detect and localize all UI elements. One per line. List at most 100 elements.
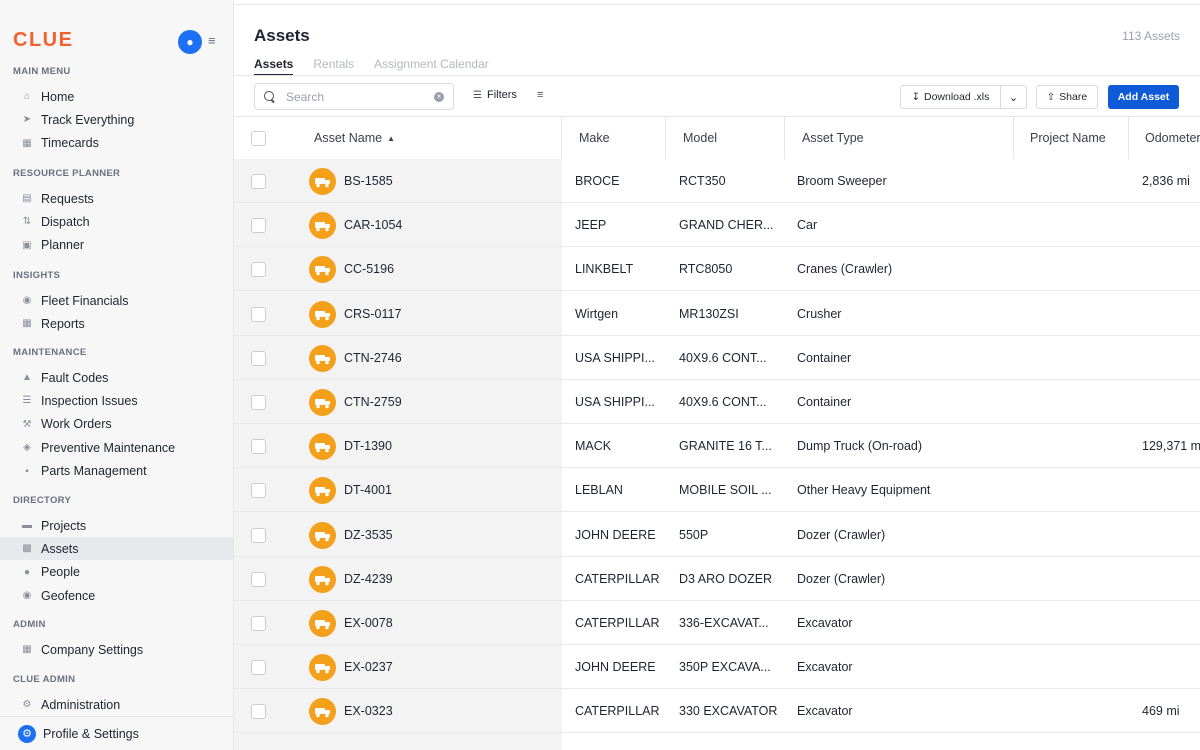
table-row[interactable]: DZ-4239 CATERPILLAR D3 ARO DOZER Dozer (Cra… xyxy=(234,557,1200,601)
sidebar-item-label: People xyxy=(41,565,80,580)
sidebar-item-planner[interactable]: ▣ Planner xyxy=(0,234,233,257)
table-row[interactable]: DT-4001 LEBLAN MOBILE SOIL ... Other Heavy … xyxy=(234,468,1200,513)
clear-search-icon[interactable]: × xyxy=(434,92,444,102)
collapse-sidebar-icon[interactable]: ≡ xyxy=(208,33,216,48)
row-checkbox[interactable] xyxy=(251,483,266,499)
odometer-cell: 469 mi xyxy=(1142,704,1180,719)
download-xls-button[interactable]: ↧ Download .xls xyxy=(900,85,1001,109)
sidebar-item-track-everything[interactable]: ➤ Track Everything xyxy=(0,108,233,131)
row-checkbox[interactable] xyxy=(251,262,266,278)
sidebar-item-timecards[interactable]: ▦ Timecards xyxy=(0,132,233,155)
asset-name-link[interactable]: BS-1585 xyxy=(344,174,393,188)
tab-assets[interactable]: Assets xyxy=(254,57,294,76)
table-row[interactable]: CRS-0117 Wirtgen MR130ZSI Crusher xyxy=(234,292,1200,336)
asset-name-link[interactable]: EX-0323 xyxy=(344,704,393,719)
column-header-make[interactable]: Make xyxy=(567,117,666,159)
row-checkbox[interactable] xyxy=(251,527,266,543)
asset-name-link[interactable]: EX-0078 xyxy=(344,616,393,630)
excavator-icon xyxy=(309,654,336,682)
container-icon xyxy=(309,344,336,372)
table-row[interactable]: EX-0078 CATERPILLAR 336-EXCAVAT... Excavato… xyxy=(234,601,1200,645)
row-checkbox[interactable] xyxy=(251,306,266,322)
row-checkbox[interactable] xyxy=(251,174,266,189)
asset-name-link[interactable]: CAR-1054 xyxy=(344,218,403,233)
row-checkbox[interactable] xyxy=(251,571,266,587)
table-row[interactable]: CAR-1054 JEEP GRAND CHER... Car xyxy=(234,203,1200,248)
row-checkbox[interactable] xyxy=(251,439,266,455)
asset-name-link[interactable]: CC-5196 xyxy=(344,262,395,277)
asset-name-link[interactable]: DT-4001 xyxy=(344,483,392,498)
sidebar-item-assets[interactable]: ▩ Assets xyxy=(0,537,233,561)
sidebar-item-requests[interactable]: ▤ Requests xyxy=(0,187,233,210)
sidebar-item-reports[interactable]: ▦ Reports xyxy=(0,312,233,335)
asset-name-link[interactable]: EX-0237 xyxy=(344,660,393,675)
sidebar-item-geofence[interactable]: ◉ Geofence xyxy=(0,584,233,607)
sidebar-item-home[interactable]: ⌂ Home xyxy=(0,85,233,108)
asset-type-cell: Crusher xyxy=(797,306,842,321)
table-row[interactable]: EX-0237 JOHN DEERE 350P EXCAVA... Excavator xyxy=(234,645,1200,690)
row-checkbox[interactable] xyxy=(251,704,266,720)
table-row[interactable]: CTN-2746 USA SHIPPI... 40X9.6 CONT... Conta… xyxy=(234,336,1200,380)
make-cell: JOHN DEERE xyxy=(575,660,656,675)
model-cell: 40X9.6 CONT... xyxy=(679,350,767,365)
download-options-button[interactable]: ⌄ xyxy=(1000,85,1027,109)
column-header-model[interactable]: Model xyxy=(671,117,785,159)
asset-name-link[interactable]: DZ-4239 xyxy=(344,571,393,586)
table-header: Asset Name ▲ Make Model Asset Type Proje… xyxy=(234,117,1200,159)
odometer-cell: 2,836 mi xyxy=(1142,174,1190,188)
sidebar-item-fault-codes[interactable]: ▲ Fault Codes xyxy=(0,366,233,389)
sidebar-item-inspection-issues[interactable]: ☰ Inspection Issues xyxy=(0,389,233,412)
sidebar-item-dispatch[interactable]: ⇅ Dispatch xyxy=(0,210,233,233)
share-button[interactable]: ⇧ Share xyxy=(1036,85,1098,109)
row-checkbox[interactable] xyxy=(251,395,266,410)
table-top-border xyxy=(234,116,1200,117)
timecard-icon: ▦ xyxy=(22,137,32,149)
column-header-asset-name[interactable]: Asset Name ▲ xyxy=(302,117,562,159)
asset-name-link[interactable]: CRS-0117 xyxy=(344,306,402,321)
sidebar-section-label: RESOURCE PLANNER xyxy=(13,168,121,179)
sidebar-item-label: Home xyxy=(41,89,75,104)
sidebar-item-preventive-maintenance[interactable]: ◈ Preventive Maintenance xyxy=(0,436,233,459)
sweeper-icon xyxy=(309,168,336,195)
column-header-odometer[interactable]: Odometer xyxy=(1133,117,1200,159)
column-header-asset-type[interactable]: Asset Type xyxy=(790,117,1014,159)
sidebar-item-fleet-financials[interactable]: ◉ Fleet Financials xyxy=(0,289,233,312)
table-row[interactable]: EX-0323 CATERPILLAR 330 EXCAVATOR Excavator… xyxy=(234,689,1200,734)
sidebar-item-company-settings[interactable]: ▦ Company Settings xyxy=(0,638,233,661)
column-header-project-name[interactable]: Project Name xyxy=(1018,117,1129,159)
row-checkbox[interactable] xyxy=(251,660,266,676)
sidebar-item-people[interactable]: ● People xyxy=(0,561,233,584)
asset-type-cell: Dozer (Crawler) xyxy=(797,527,886,542)
add-asset-button[interactable]: Add Asset xyxy=(1108,85,1179,109)
asset-name-link[interactable]: CTN-2759 xyxy=(344,395,402,409)
select-all-checkbox[interactable] xyxy=(251,130,266,146)
tab-assignment-calendar[interactable]: Assignment Calendar xyxy=(374,57,489,71)
folder-icon: ▬ xyxy=(22,520,32,531)
table-row[interactable]: CC-5196 LINKBELT RTC8050 Cranes (Crawler) xyxy=(234,247,1200,292)
sidebar-item-work-orders[interactable]: ⚒ Work Orders xyxy=(0,413,233,436)
asset-name-link[interactable]: CTN-2746 xyxy=(344,350,402,365)
tab-rentals[interactable]: Rentals xyxy=(313,57,355,71)
row-checkbox[interactable] xyxy=(251,350,266,366)
table-row[interactable]: DT-1390 MACK GRANITE 16 T... Dump Truck (On… xyxy=(234,424,1200,469)
sidebar-item-projects[interactable]: ▬ Projects xyxy=(0,514,233,537)
sidebar-item-parts-management[interactable]: ▪ Parts Management xyxy=(0,460,233,483)
column-settings-icon[interactable]: ≡ xyxy=(537,89,544,101)
row-checkbox[interactable] xyxy=(251,616,266,631)
table-row[interactable]: DZ-3535 JOHN DEERE 550P Dozer (Crawler) xyxy=(234,513,1200,557)
table-row[interactable]: CTN-2759 USA SHIPPI... 40X9.6 CONT... Conta… xyxy=(234,380,1200,424)
bell-icon[interactable]: ● xyxy=(178,30,202,54)
table-row[interactable]: BS-1585 BROCE RCT350 Broom Sweeper 2,836 mi xyxy=(234,159,1200,203)
sidebar-section-label: MAINTENANCE xyxy=(13,347,87,358)
make-cell: LEBLAN xyxy=(575,483,623,498)
row-checkbox[interactable] xyxy=(251,218,266,234)
clue-logo[interactable]: CLUE xyxy=(13,29,74,51)
filters-button[interactable]: ☰ Filters xyxy=(473,89,517,101)
asset-type-cell: Other Heavy Equipment xyxy=(797,483,931,498)
sidebar-item-administration[interactable]: ⚙ Administration xyxy=(0,693,233,716)
search-input[interactable] xyxy=(286,89,426,104)
profile-settings-button[interactable]: ⚙ Profile & Settings xyxy=(0,716,233,750)
asset-name-link[interactable]: DZ-3535 xyxy=(344,527,393,542)
model-cell: GRAND CHER... xyxy=(679,218,774,233)
asset-name-link[interactable]: DT-1390 xyxy=(344,439,392,454)
